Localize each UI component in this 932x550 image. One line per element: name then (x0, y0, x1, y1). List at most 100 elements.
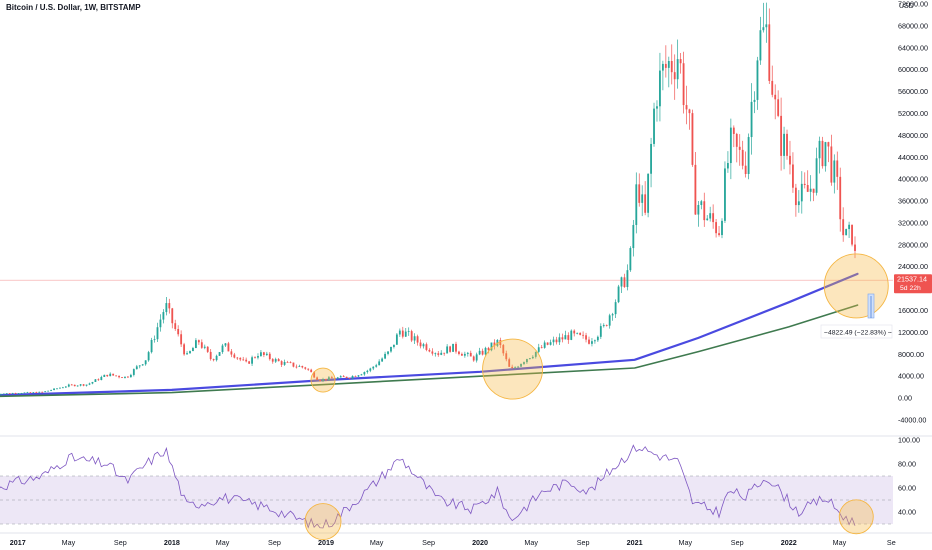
candle-body (0, 393, 2, 395)
candle-body (197, 340, 200, 343)
candle-body (174, 323, 177, 330)
highlight-circle (304, 503, 342, 541)
candle-body (177, 329, 180, 335)
candle-body (750, 101, 753, 138)
rsi-axis-tick: 60.00 (898, 484, 916, 493)
candle-body (579, 332, 582, 335)
candle-body (656, 106, 658, 109)
candle-body (635, 184, 638, 225)
candle-body (171, 308, 174, 324)
candle-body (248, 361, 251, 364)
candle-body (812, 188, 815, 193)
candle-body (537, 347, 540, 352)
candle-body (531, 356, 534, 359)
candle-body (797, 201, 800, 206)
time-axis-tick: Se (887, 538, 896, 547)
candle-body (200, 342, 203, 348)
candle-body (599, 326, 602, 337)
candle-body (647, 173, 650, 213)
candle-body (629, 248, 632, 271)
time-axis-tick: May (216, 538, 230, 547)
time-axis-tick: Sep (577, 538, 590, 547)
candle-body (806, 185, 809, 192)
candle-body (431, 351, 434, 354)
candle-body (124, 376, 126, 378)
candle-body (546, 342, 549, 345)
candle-body (11, 393, 14, 394)
price-axis-tick: 4000.00 (898, 372, 924, 381)
candle-body (413, 336, 416, 341)
price-axis-tick: 44000.00 (898, 153, 928, 162)
candle-body (688, 109, 691, 114)
candle-body (274, 359, 277, 362)
price-axis-tick: 12000.00 (898, 328, 928, 337)
candle-body (570, 330, 573, 340)
price-axis-tick: 32000.00 (898, 218, 928, 227)
candle-body (472, 356, 475, 361)
candle-body (8, 393, 11, 395)
candle-body (422, 344, 425, 347)
candle-body (230, 351, 233, 355)
candle-body (277, 359, 280, 362)
candle-body (327, 377, 330, 381)
candle-body (153, 339, 156, 340)
rsi-axis-tick: 80.00 (898, 460, 916, 469)
price-axis-tick: 48000.00 (898, 131, 928, 140)
candle-body (194, 340, 197, 349)
candle-body (845, 229, 848, 236)
candle-body (659, 70, 661, 107)
candle-body (694, 164, 697, 215)
candle-body (523, 362, 525, 364)
candle-body (780, 115, 783, 156)
candle-body (129, 374, 132, 378)
candle-body (212, 359, 215, 361)
candle-body (664, 63, 667, 68)
candle-body (79, 384, 82, 386)
candle-body (366, 370, 369, 373)
candle-body (29, 392, 32, 393)
time-axis-tick: 2020 (472, 538, 488, 547)
candle-body (251, 357, 253, 364)
price-axis-tick: 60000.00 (898, 65, 928, 74)
candle-body (159, 319, 162, 328)
candle-body (310, 369, 313, 373)
candle-body (443, 352, 446, 354)
candle-body (682, 63, 685, 106)
candle-body (608, 315, 611, 326)
candle-body (777, 99, 780, 116)
candle-body (404, 331, 407, 337)
last-price-tag (894, 274, 932, 294)
candle-body (127, 376, 129, 378)
rsi-axis-tick: 100.00 (898, 436, 920, 445)
candle-body (567, 335, 570, 340)
candle-body (73, 384, 76, 387)
candle-body (561, 337, 564, 340)
candle-body (215, 355, 218, 361)
candle-body (384, 353, 386, 359)
candle-body (106, 374, 109, 377)
candle-body (363, 372, 366, 375)
highlight-circle (838, 499, 874, 535)
candle-body (301, 365, 304, 368)
candle-body (738, 146, 741, 150)
candle-body (183, 344, 186, 355)
candle-body (186, 353, 188, 355)
candle-body (830, 146, 833, 183)
candle-body (558, 337, 561, 343)
time-axis-tick: 2021 (627, 538, 643, 547)
candle-body (410, 331, 413, 341)
candle-body (316, 377, 319, 380)
candle-body (759, 30, 762, 61)
candle-body (162, 312, 165, 320)
candle-body (112, 373, 115, 376)
candle-body (800, 183, 803, 202)
candle-body (419, 342, 422, 347)
candle-body (390, 346, 392, 352)
candle-body (463, 353, 466, 356)
candle-body (836, 160, 839, 177)
highlight-circle (823, 253, 889, 319)
candle-body (103, 374, 106, 377)
candle-body (434, 353, 437, 355)
candle-body (313, 372, 316, 378)
